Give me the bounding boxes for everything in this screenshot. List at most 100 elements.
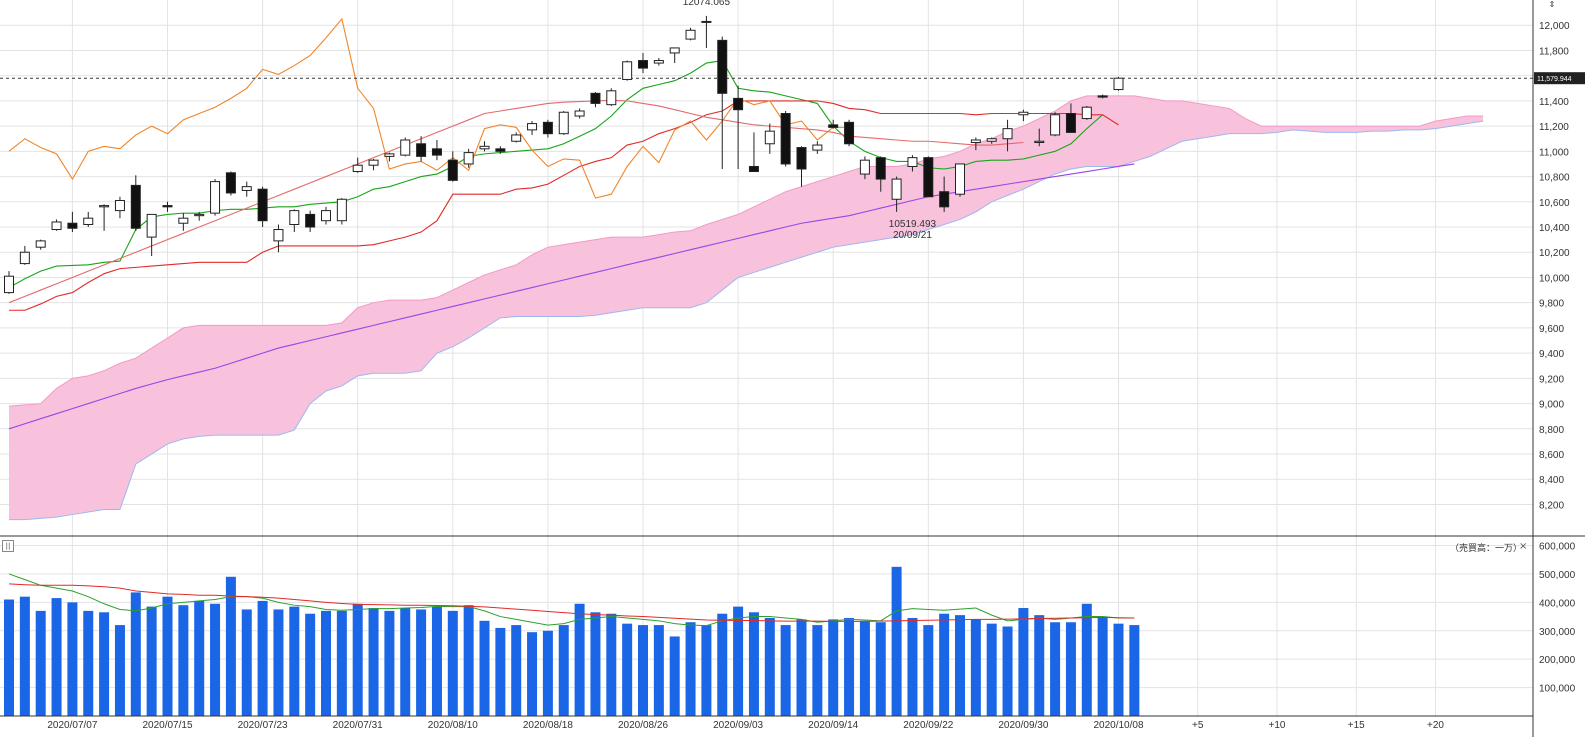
candle-body-up xyxy=(400,139,411,156)
candle-body-down xyxy=(431,148,442,156)
volume-bar xyxy=(51,598,62,716)
candle-body-up xyxy=(1081,106,1092,120)
volume-bar xyxy=(431,606,442,716)
time-tick-label: 2020/09/03 xyxy=(713,720,763,731)
volume-bar xyxy=(178,605,189,716)
candle-body-down xyxy=(717,39,728,94)
volume-bar xyxy=(796,619,807,716)
time-tick-label: 2020/07/07 xyxy=(47,720,97,731)
price-tick-label: 8,400 xyxy=(1539,475,1564,486)
price-tick-label: 9,600 xyxy=(1539,324,1564,335)
volume-bar xyxy=(368,608,379,716)
cloud-span-b-line xyxy=(9,120,1484,521)
volume-bar xyxy=(384,610,395,716)
time-tick-label: 2020/09/14 xyxy=(808,720,858,731)
candle-body-up xyxy=(685,29,696,40)
volume-bar xyxy=(273,609,284,716)
volume-bar xyxy=(162,596,173,716)
volume-bar xyxy=(828,619,839,716)
time-tick-label: 2020/08/26 xyxy=(618,720,668,731)
candle-body-down xyxy=(828,124,839,128)
volume-bars xyxy=(4,566,1140,716)
volume-series-line-ma_long xyxy=(8,583,1135,622)
price-tick-label: 11,200 xyxy=(1539,122,1569,133)
volume-bar xyxy=(923,625,934,716)
volume-bar xyxy=(812,625,823,716)
price-tick-label: 9,200 xyxy=(1539,374,1564,385)
volume-bar xyxy=(875,622,886,716)
volume-bar xyxy=(685,622,696,716)
candle-body-up xyxy=(986,138,997,142)
volume-bar xyxy=(146,606,157,716)
volume-bar xyxy=(99,612,110,716)
time-tick-label: 2020/07/15 xyxy=(142,720,192,731)
volume-bar xyxy=(907,617,918,716)
volume-tick-label: 300,000 xyxy=(1539,627,1576,638)
volume-bar xyxy=(955,615,965,716)
candle-body-down xyxy=(733,97,744,111)
volume-bar xyxy=(622,623,633,716)
candle-body-up xyxy=(114,200,125,212)
price-series-line-kijun xyxy=(9,100,1119,311)
price-tick-label: 8,800 xyxy=(1539,425,1564,436)
candle-body-up xyxy=(606,90,617,106)
volume-bar xyxy=(67,602,78,716)
candle-body-up xyxy=(99,205,110,208)
candle-body-down xyxy=(939,191,950,208)
panel-toggle-button[interactable]: || xyxy=(2,540,14,552)
volume-panel-close-button[interactable]: × xyxy=(1519,541,1528,552)
candle-body-up xyxy=(51,221,62,231)
price-tick-label: 10,400 xyxy=(1539,223,1570,234)
volume-bar xyxy=(416,609,427,716)
price-tick-label: 9,400 xyxy=(1539,349,1564,360)
volume-tick-label: 400,000 xyxy=(1539,598,1576,609)
candle-body-down xyxy=(1065,113,1076,133)
high-annotation-value: 12074.065 xyxy=(683,0,731,8)
time-tick-label: 2020/09/22 xyxy=(903,720,953,731)
candle-body-up xyxy=(35,240,46,248)
candle-body-up xyxy=(1018,111,1029,116)
volume-bar xyxy=(83,610,94,716)
volume-bar xyxy=(844,617,855,716)
candle-body-up xyxy=(19,251,30,265)
volume-bar xyxy=(891,566,902,716)
price-tick-label: 11,000 xyxy=(1539,147,1569,158)
scale-toggle-icon[interactable]: ⇕ xyxy=(1548,0,1556,9)
volume-bar xyxy=(590,612,601,716)
axis-labels: 8,200 8,400 8,600 8,800 9,000 9,200 9,400 9,600… xyxy=(47,0,1585,731)
volume-bar xyxy=(194,600,205,716)
candle-body-down xyxy=(638,60,648,69)
candle-body-up xyxy=(1002,128,1013,140)
volume-bar xyxy=(1034,615,1045,716)
volume-bar xyxy=(542,630,553,716)
candle-body-up xyxy=(146,213,157,238)
time-tick-label: 2020/09/30 xyxy=(998,720,1048,731)
volume-bar xyxy=(986,623,997,716)
time-tick-label: 2020/10/08 xyxy=(1093,720,1143,731)
volume-bar xyxy=(527,632,538,716)
volume-bar xyxy=(241,609,252,716)
time-tick-label: +5 xyxy=(1192,720,1204,731)
volume-bar xyxy=(447,610,458,716)
candle-body-down xyxy=(416,143,427,157)
candle-body-down xyxy=(447,159,458,181)
price-tick-label: 8,600 xyxy=(1539,450,1564,461)
candle-body-down xyxy=(162,205,173,208)
candle-body-up xyxy=(241,186,252,191)
price-tick-label: 9,800 xyxy=(1539,299,1564,310)
candle-body-up xyxy=(907,157,918,167)
candle-body-down xyxy=(305,213,316,228)
volume-bar xyxy=(764,617,775,716)
volume-bar xyxy=(4,599,14,716)
candle-body-down xyxy=(130,184,141,229)
price-tick-label: 10,600 xyxy=(1539,198,1570,209)
price-tick-label: 10,800 xyxy=(1539,173,1570,184)
volume-bar xyxy=(733,606,744,716)
candle-body-up xyxy=(891,178,902,200)
price-tick-label: 10,200 xyxy=(1539,248,1570,259)
volume-bar xyxy=(653,625,664,716)
candle-body-down xyxy=(67,222,78,229)
